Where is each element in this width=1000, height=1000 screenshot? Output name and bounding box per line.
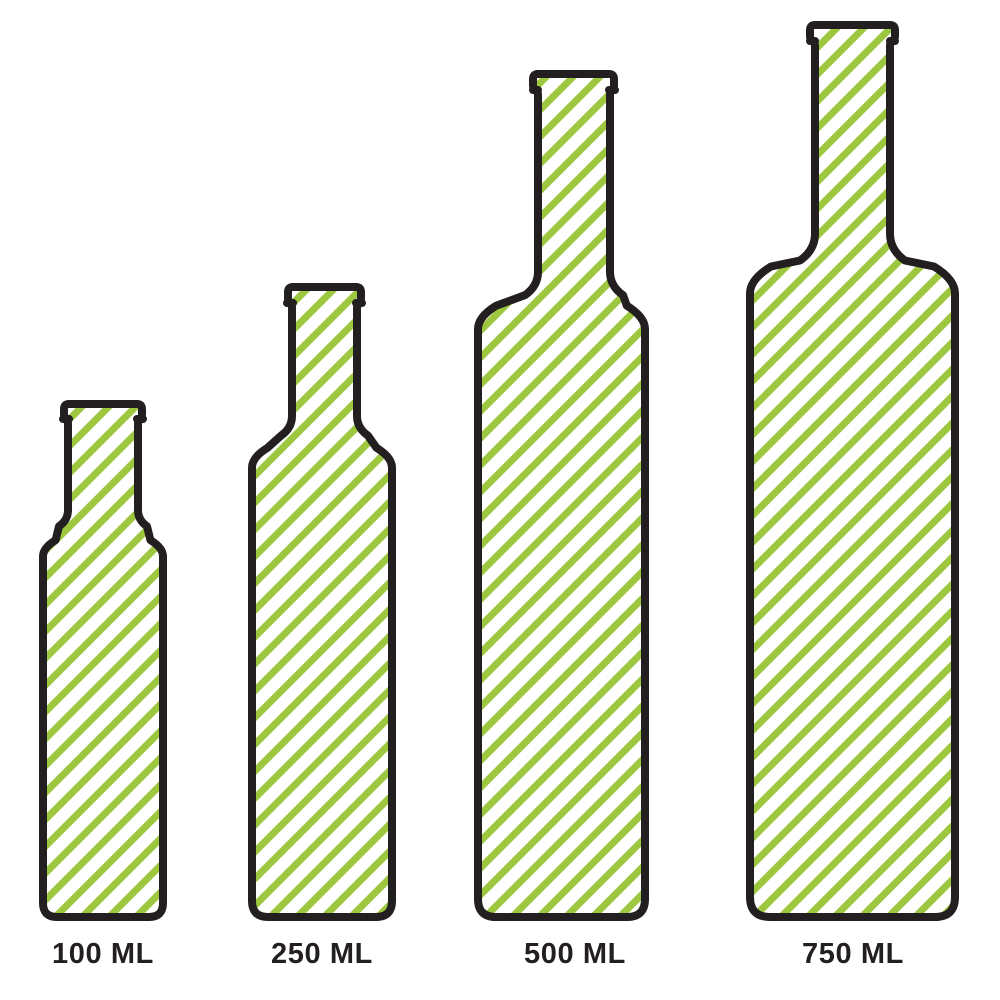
bottle-100ml[interactable] <box>39 400 167 921</box>
bottle-750ml-stripe-fill <box>750 25 955 917</box>
bottle-750ml-outline <box>746 21 959 921</box>
bottle-100ml-label: 100 ML <box>52 938 154 970</box>
bottle-250ml[interactable] <box>248 283 396 921</box>
bottle-500ml-label: 500 ML <box>524 938 626 970</box>
bottle-750ml[interactable] <box>746 21 959 921</box>
bottle-250ml-stripe-fill <box>252 287 392 917</box>
bottle-500ml[interactable] <box>474 70 649 921</box>
bottle-750ml-label: 750 ML <box>802 938 904 970</box>
bottle-100ml-stripe-fill <box>43 404 163 917</box>
bottle-500ml-stripe-fill <box>478 74 645 917</box>
bottle-250ml-label: 250 ML <box>271 938 373 970</box>
bottle-250ml-outline <box>248 283 396 921</box>
bottle-100ml-outline <box>39 400 167 921</box>
bottle-500ml-outline <box>474 70 649 921</box>
